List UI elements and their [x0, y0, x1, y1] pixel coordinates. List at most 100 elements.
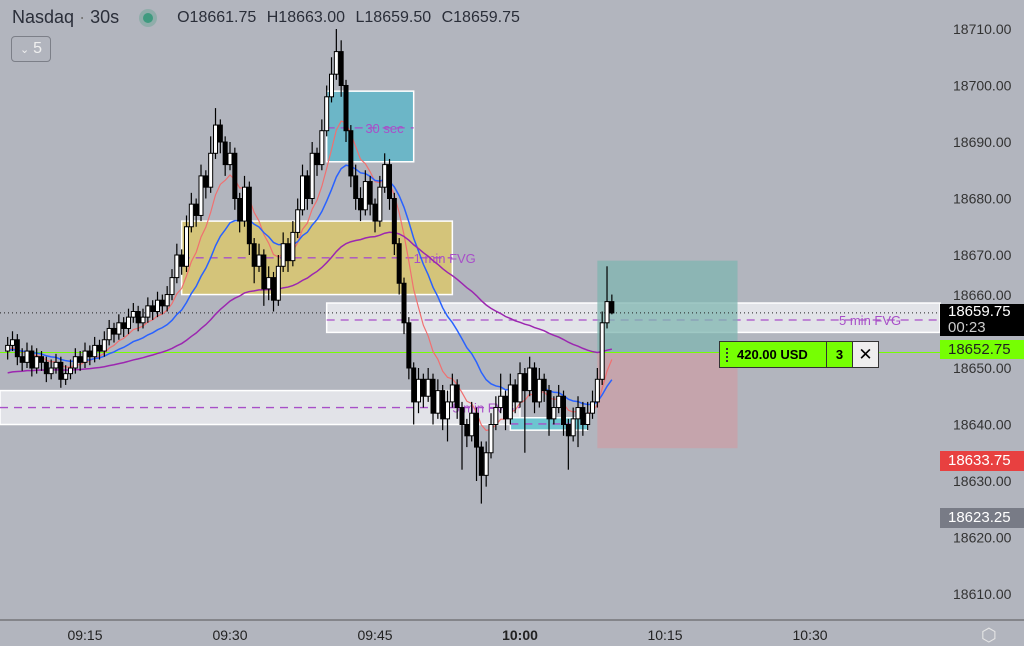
- candle-body: [111, 327, 117, 335]
- candle: [271, 271, 277, 312]
- candle-body: [97, 344, 103, 352]
- current-price: 18659.75: [948, 303, 1011, 320]
- candle: [353, 164, 359, 210]
- candle-body: [459, 407, 465, 425]
- price-marker-label: 18623.25: [940, 508, 1024, 528]
- candle: [97, 339, 103, 360]
- candle: [338, 40, 344, 97]
- candle: [314, 147, 320, 176]
- candle-body: [561, 395, 567, 425]
- candle: [87, 345, 93, 366]
- candle: [464, 418, 470, 448]
- candle-body: [532, 367, 538, 403]
- candle: [135, 305, 141, 332]
- candle-body: [609, 301, 615, 314]
- candle: [101, 331, 107, 357]
- candle: [208, 136, 214, 193]
- candle-body: [24, 350, 30, 363]
- candle: [580, 401, 586, 436]
- candle: [459, 401, 465, 470]
- candle-body: [237, 198, 243, 222]
- drag-handle-icon[interactable]: [726, 347, 728, 362]
- candle-body: [53, 361, 59, 369]
- candle: [575, 396, 581, 448]
- candle: [155, 291, 161, 318]
- candle: [246, 181, 252, 255]
- candle: [275, 255, 281, 306]
- candle: [401, 277, 407, 335]
- candle-body: [38, 356, 44, 363]
- interval: 30s: [90, 7, 120, 27]
- fvg-label: 5 min FVG: [839, 313, 901, 328]
- price-tick-label: 18650.00: [953, 360, 1012, 376]
- candle-body: [527, 367, 533, 392]
- candle: [174, 243, 180, 284]
- candle: [48, 359, 54, 380]
- candle: [430, 373, 436, 425]
- candle-body: [391, 198, 397, 245]
- candle: [382, 153, 388, 193]
- candle-body: [338, 51, 344, 86]
- candle: [198, 164, 204, 222]
- ohlc-values: O18661.75 H18663.00 L18659.50 C18659.75: [177, 9, 526, 27]
- ema-slow-line: [7, 231, 613, 374]
- candle-body: [469, 412, 475, 437]
- high-value: H18663.00: [266, 8, 346, 26]
- candle-body: [82, 350, 88, 363]
- candle-body: [217, 124, 223, 143]
- candle-body: [9, 339, 15, 346]
- candle-body: [551, 407, 557, 420]
- candle-body: [362, 181, 368, 211]
- position-qty[interactable]: 3: [827, 342, 853, 367]
- price-tick-label: 18670.00: [953, 247, 1012, 263]
- candle: [179, 249, 185, 275]
- entry-price-label: 18652.75: [940, 340, 1024, 359]
- candle-body: [324, 96, 330, 132]
- candle-body: [164, 294, 170, 307]
- candle: [561, 390, 567, 436]
- candle: [474, 407, 480, 481]
- candle: [348, 125, 354, 188]
- candle-body: [29, 350, 35, 369]
- candle-body: [348, 130, 354, 177]
- candle: [604, 266, 610, 329]
- time-tick-label: 10:00: [502, 627, 538, 643]
- indicators-collapse-button[interactable]: ⌄ 5: [11, 36, 51, 62]
- candle: [29, 345, 35, 377]
- settings-icon[interactable]: ⬡: [981, 625, 997, 645]
- candle-body: [353, 175, 359, 199]
- candle: [43, 356, 49, 383]
- position-pnl[interactable]: 420.00 USD: [720, 342, 827, 367]
- candle-body: [5, 344, 11, 352]
- candle-body: [594, 378, 600, 403]
- candle: [280, 232, 286, 272]
- price-tick-label: 18660.00: [953, 287, 1012, 303]
- candle-body: [266, 277, 272, 290]
- candle: [290, 221, 296, 267]
- candle: [111, 322, 117, 343]
- candle: [570, 407, 576, 442]
- candle: [309, 142, 315, 205]
- candle: [193, 198, 199, 227]
- candle: [449, 373, 455, 408]
- candle-body: [261, 254, 267, 290]
- close-icon[interactable]: ✕: [853, 342, 878, 367]
- close-value: C18659.75: [441, 8, 520, 26]
- price-tick-label: 18620.00: [953, 530, 1012, 546]
- candle: [498, 373, 504, 414]
- candle: [377, 175, 383, 227]
- candle: [420, 373, 426, 408]
- candle-body: [208, 152, 214, 188]
- candle-body: [271, 277, 277, 301]
- separator: ·: [79, 7, 86, 27]
- candle-body: [193, 203, 199, 216]
- candle: [483, 441, 489, 487]
- symbol-interval[interactable]: Nasdaq · 30s: [12, 7, 119, 28]
- candle: [391, 192, 397, 255]
- price-tick-label: 18710.00: [953, 21, 1012, 37]
- candle: [319, 119, 325, 171]
- position-order-widget[interactable]: 420.00 USD 3 ✕: [719, 341, 879, 368]
- candle: [222, 136, 228, 176]
- candle: [372, 198, 378, 233]
